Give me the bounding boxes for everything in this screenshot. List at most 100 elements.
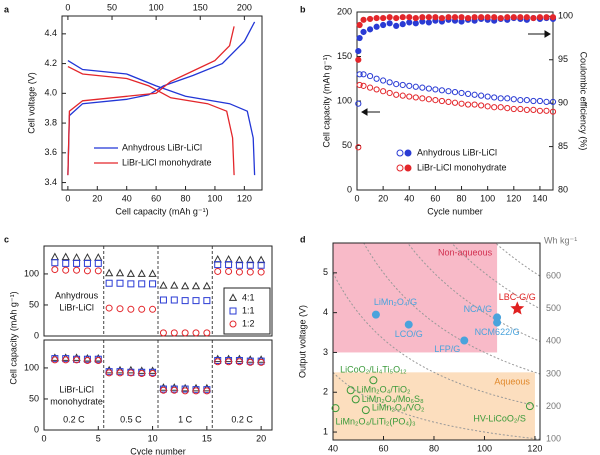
point-label: LiMn₂O₄/LiTi₂(PO₄)₃	[336, 417, 417, 427]
y-tick-label: 1	[323, 426, 328, 436]
marker	[445, 14, 452, 21]
marker	[406, 19, 413, 26]
marker	[543, 98, 550, 105]
x-tick-label: 120	[237, 193, 252, 203]
marker	[246, 261, 254, 269]
marker	[510, 105, 517, 113]
y2-axis-label: Coulombic efficiency (%)	[579, 52, 589, 151]
marker	[225, 261, 233, 269]
marker	[530, 106, 537, 114]
marker	[460, 336, 469, 345]
contour-label: 500	[546, 303, 561, 313]
marker	[432, 97, 439, 104]
y-tick-label: 100	[337, 95, 352, 105]
marker	[225, 267, 233, 275]
x-axis-label: Cycle number	[130, 446, 186, 455]
marker	[404, 320, 413, 329]
marker	[493, 318, 502, 327]
x-tick-label: 80	[181, 193, 191, 203]
marker	[51, 266, 59, 274]
marker	[331, 404, 340, 413]
marker	[497, 14, 504, 22]
marker	[229, 307, 237, 315]
marker	[50, 252, 60, 261]
marker	[393, 22, 400, 29]
contour-label: 300	[546, 368, 561, 378]
arrow-head	[544, 30, 551, 38]
legend-label: Anhydrous LiBr-LiCl	[122, 142, 202, 152]
contour-line	[494, 243, 540, 277]
marker	[491, 94, 498, 101]
marker	[523, 97, 530, 104]
x-tick-label: 80	[429, 443, 439, 453]
marker	[419, 84, 426, 91]
marker	[451, 99, 459, 106]
y-tick-label: 200	[337, 6, 352, 16]
point-label: LCO/G	[395, 329, 423, 339]
marker	[438, 97, 446, 105]
rate-label: 0.5 C	[120, 414, 142, 424]
x-tick-label: 0	[65, 193, 70, 203]
y-tick-label: 5	[323, 267, 328, 277]
contour-label: 600	[546, 270, 561, 280]
panel-label: b	[300, 4, 306, 14]
marker	[425, 85, 432, 92]
x-tick-label: 40	[404, 193, 414, 203]
marker	[464, 101, 472, 108]
marker	[451, 14, 459, 21]
marker	[471, 91, 478, 98]
marker	[126, 269, 136, 277]
marker	[149, 305, 157, 313]
rate-label: 1 C	[178, 414, 193, 424]
contour-line	[450, 243, 540, 310]
x2-tick-label: 200	[237, 2, 252, 12]
annotation: Anhydrous	[55, 290, 99, 300]
x-tick-label: 100	[477, 443, 492, 453]
marker	[94, 267, 102, 275]
y-tick-label: 3.8	[44, 117, 57, 127]
y2-tick-label: 95	[558, 54, 568, 64]
marker	[517, 105, 524, 113]
marker	[543, 14, 550, 21]
rate-label: 0.2 C	[63, 414, 85, 424]
y-tick-label: 150	[337, 51, 352, 61]
marker	[484, 14, 491, 21]
marker	[62, 266, 70, 274]
point-label: HV-LiCoO₂/S	[473, 414, 526, 424]
marker	[181, 297, 189, 305]
marker	[360, 82, 367, 89]
y-axis-label: Output voltage (V)	[297, 305, 307, 378]
marker	[380, 21, 387, 29]
x-tick-label: 80	[457, 193, 467, 203]
point-label: LFP/G	[434, 344, 460, 354]
marker	[229, 320, 237, 328]
marker	[73, 259, 81, 267]
marker	[458, 14, 465, 21]
marker	[346, 386, 355, 395]
marker	[149, 370, 157, 378]
x-tick-label: 120	[527, 443, 542, 453]
marker	[386, 14, 393, 21]
panel-label: c	[4, 234, 9, 244]
marker	[181, 329, 189, 337]
point-label: LiMn₂O₄/TiO₂	[357, 385, 411, 395]
marker	[419, 95, 426, 102]
region-label: Aqueous	[494, 377, 530, 387]
marker	[116, 279, 124, 287]
marker	[181, 387, 189, 395]
marker	[366, 26, 374, 33]
marker	[246, 268, 254, 276]
marker	[458, 100, 465, 107]
marker	[366, 72, 374, 80]
x-tick-label: 0	[41, 433, 46, 443]
panel: a 0 20 40 60 80 100 120 0 50 100 150 200 3.4 3.6 3.8 4.0…	[4, 2, 263, 216]
y2-tick-label: 90	[558, 98, 568, 108]
marker	[228, 293, 238, 301]
marker	[214, 267, 222, 275]
marker	[192, 329, 200, 337]
marker	[356, 71, 363, 78]
marker	[148, 269, 157, 277]
marker	[149, 280, 157, 288]
marker	[214, 358, 222, 366]
x-tick-label: 5	[96, 433, 101, 443]
